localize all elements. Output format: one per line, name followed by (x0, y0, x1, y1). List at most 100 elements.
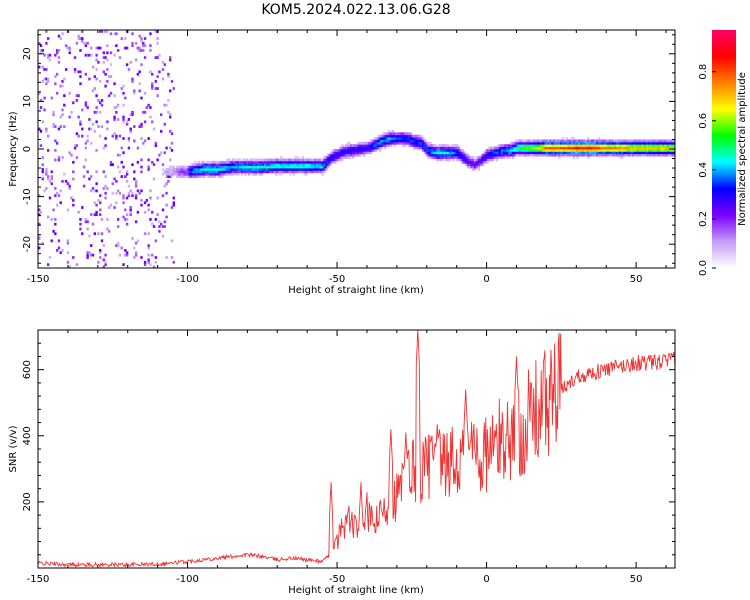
spectrogram-cell (260, 158, 263, 162)
spectrogram-cell (384, 139, 387, 143)
spectrogram-cell (427, 149, 430, 152)
spectrogram-cell (152, 225, 156, 228)
spectrogram-cell (664, 146, 667, 150)
spectrogram-cell (578, 153, 581, 157)
spectrogram-cell (666, 151, 669, 155)
spectrogram-cell (274, 160, 278, 164)
spectrogram-cell (420, 146, 423, 150)
spectrogram-cell (423, 151, 427, 155)
spectrogram-cell (463, 160, 466, 164)
spectrogram-cell (621, 141, 624, 145)
spectrogram-cell (517, 139, 520, 143)
spectrogram-cell (617, 146, 620, 150)
spectrogram-cell (301, 170, 305, 174)
spectrogram-cell (621, 146, 624, 150)
spectrogram-cell (558, 149, 561, 152)
spectrogram-cell (82, 175, 86, 178)
spectrogram-cell (640, 144, 644, 148)
spectrogram-cell (321, 172, 324, 176)
spectrogram-cell (427, 153, 430, 157)
spectrogram-cell (97, 232, 100, 236)
spectrogram-cell (292, 170, 296, 174)
spectrogram-cell (544, 146, 547, 150)
spectrogram-cell (106, 44, 109, 48)
spectrogram-cell (626, 146, 629, 150)
spectrogram-cell (190, 168, 193, 171)
spectrogram-cell (386, 137, 389, 140)
spectrogram-cell (371, 144, 375, 148)
spectrogram-cell (515, 141, 518, 145)
spectrogram-cell (125, 222, 129, 226)
spectrogram-cell (260, 168, 263, 171)
spectrogram-cell (398, 132, 402, 136)
spectrogram-cell (228, 168, 231, 171)
spectrogram-cell (260, 160, 263, 164)
spectrogram-cell (138, 125, 141, 128)
spectrogram-cell (298, 165, 301, 169)
spectrogram-cell (605, 149, 608, 152)
spectrogram-cell (133, 89, 136, 93)
spectrogram-cell (517, 141, 520, 145)
spectrogram-cell (140, 170, 143, 174)
spectrogram-cell (542, 146, 545, 150)
spectrogram-cell (384, 132, 387, 136)
spectrogram-cell (273, 168, 276, 171)
spectrogram-cell (585, 151, 588, 155)
spectrogram-cell (77, 34, 80, 38)
spectrogram-cell (635, 151, 638, 155)
spectrogram-cell (176, 168, 179, 171)
spectrogram-cell (511, 149, 515, 152)
spectrogram-cell (398, 134, 402, 138)
spectrogram-cell (312, 168, 315, 171)
spectrogram-cell (138, 70, 141, 74)
spectrogram-cell (499, 144, 502, 148)
spectrogram-cell (375, 149, 378, 152)
spectrogram-cell (633, 146, 637, 150)
spectrogram-cell (81, 134, 84, 138)
spectrogram-cell (289, 168, 292, 171)
spectrogram-cell (231, 163, 235, 167)
spectrogram-cell (597, 151, 601, 155)
spectrogram-cell (194, 175, 197, 178)
spectrogram-cell (475, 156, 479, 159)
spectrogram-cell (622, 149, 626, 152)
spectrogram-cell (77, 37, 80, 40)
spectrogram-cell (545, 153, 549, 157)
spectrogram-cell (653, 146, 656, 150)
spectrogram-cell (81, 39, 84, 43)
spectrogram-cell (499, 151, 502, 155)
spectrogram-cell (552, 141, 556, 145)
spectrogram-cell (509, 146, 513, 150)
x-tick-label: -50 (329, 574, 345, 585)
spectrogram-cell (633, 139, 637, 143)
spectrogram-cell (168, 146, 172, 150)
spectrogram-cell (508, 144, 511, 148)
spectrogram-cell (373, 137, 376, 140)
spectrogram-cell (109, 163, 113, 167)
spectrogram-cell (640, 141, 644, 145)
spectrogram-cell (436, 156, 439, 159)
spectrogram-cell (330, 153, 333, 157)
spectrogram-cell (524, 151, 527, 155)
spectrogram-cell (610, 141, 613, 145)
spectrogram-cell (43, 96, 46, 100)
spectrogram-cell (151, 120, 154, 124)
spectrogram-cell (82, 165, 86, 169)
spectrogram-cell (221, 165, 224, 169)
spectrogram-cell (325, 156, 328, 159)
spectrogram-cell (434, 146, 437, 150)
spectrogram-cell (673, 139, 675, 143)
spectrogram-cell (303, 163, 306, 167)
spectrogram-cell (646, 144, 649, 148)
spectrogram-cell (170, 132, 174, 136)
spectrogram-cell (229, 163, 233, 167)
spectrogram-cell (475, 160, 479, 164)
spectrogram-cell (569, 149, 572, 152)
spectrogram-cell (509, 151, 513, 155)
spectrogram-cell (176, 172, 179, 176)
spectrogram-cell (66, 251, 70, 255)
spectrogram-cell (653, 144, 656, 148)
spectrogram-cell (531, 149, 534, 152)
spectrogram-cell (371, 139, 375, 143)
